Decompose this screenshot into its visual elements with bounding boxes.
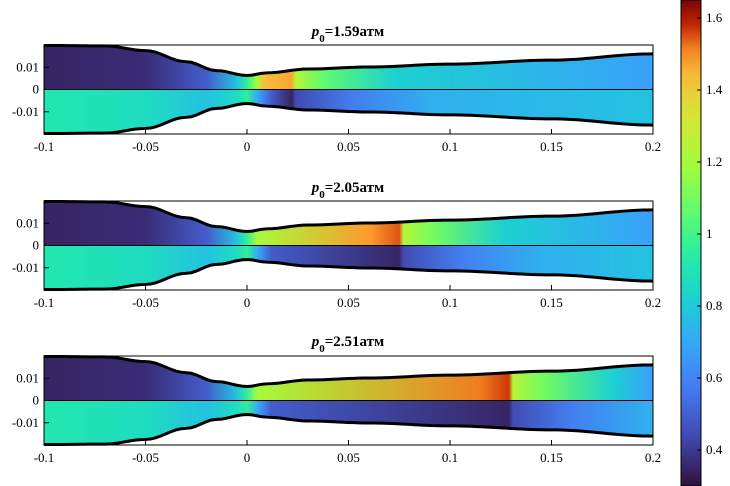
panel-3-title-value: =2.51атм	[325, 334, 385, 350]
panel-3-lower-wall	[43, 413, 654, 447]
colorbar-tick-label: 0.8	[706, 298, 722, 313]
colorbar: 0.4 0.6 0.8 1 1.2 1.4 1.6	[680, 0, 723, 486]
panel-3-y-tick-label: -0.01	[12, 415, 39, 430]
panel-3-x-tick-label: -0.1	[34, 450, 55, 465]
panel-3-x-tick-label: 0.15	[540, 450, 563, 465]
panel-2-y-tick-label: 0.01	[16, 215, 39, 230]
panel-3-x-tick-label: 0.05	[337, 450, 360, 465]
panel-1-title: p0=1.59атм	[310, 24, 385, 45]
panel-1-x-tick-label: 0	[244, 139, 251, 154]
panel-1-lower-wall	[43, 102, 654, 136]
panel-2-upper-wall	[43, 199, 654, 233]
panel-1-x-tick-label: -0.1	[34, 139, 55, 154]
panel-3-lower-field	[44, 400, 653, 445]
panel-3-title: p0=2.51атм	[310, 334, 385, 355]
panel-2-x-tick-label: 0.15	[540, 295, 563, 310]
panel-1-y-tick-label: 0	[33, 82, 40, 97]
panel-2-x-tick-label: 0.1	[442, 295, 458, 310]
panel-1-x-tick-label: 0.05	[337, 139, 360, 154]
panel-1-upper-field	[44, 45, 653, 90]
colorbar-tick-label: 1.6	[706, 10, 723, 25]
panel-2-title-p: p	[310, 180, 320, 196]
colorbar-tick-label: 1.4	[706, 82, 723, 97]
panel-1-y-tick-label: -0.01	[12, 104, 39, 119]
panel-2-x-tick-label: 0	[244, 295, 251, 310]
panel-2-lower-field	[44, 245, 653, 290]
colorbar-tick-label: 1.2	[706, 154, 722, 169]
panel-3-upper-wall	[43, 354, 654, 388]
panel-1-lower-field	[44, 89, 653, 134]
panel-2-lower-wall	[43, 258, 654, 292]
colorbar-scale	[680, 0, 702, 486]
panel-2-title-sub: 0	[319, 189, 325, 201]
panel-3-upper-field	[44, 356, 653, 401]
panel-3-y-tick-label: 0	[33, 393, 40, 408]
panel-2-title-value: =2.05атм	[325, 180, 385, 196]
panel-2-y-tick-label: 0	[33, 238, 40, 253]
panel-3-x-tick-label: 0.2	[645, 450, 661, 465]
panel-3-x-tick-label: 0	[244, 450, 251, 465]
colorbar-tick-label: 0.6	[706, 370, 723, 385]
colorbar-tick-label: 0.4	[706, 442, 723, 457]
panel-2-x-tick-label: -0.1	[34, 295, 55, 310]
panel-1-x-tick-label: -0.05	[132, 139, 159, 154]
panel-1: p0=1.59атм -0.1 -0.05 0 0.05 0.1 0.15 0.20.010…	[12, 24, 661, 154]
panel-3-title-p: p	[310, 334, 320, 350]
panel-1-title-p: p	[310, 24, 320, 40]
panel-1-x-tick-label: 0.2	[645, 139, 661, 154]
panel-1-title-sub: 0	[319, 33, 325, 45]
panel-2-upper-field	[44, 201, 653, 246]
panel-3-x-tick-label: -0.05	[132, 450, 159, 465]
panel-3: p0=2.51атм -0.1 -0.05 0 0.05 0.1 0.15 0.20.010…	[12, 334, 661, 465]
panel-1-x-tick-label: 0.15	[540, 139, 563, 154]
panel-3-y-tick-label: 0.01	[16, 370, 39, 385]
panel-1-x-tick-label: 0.1	[442, 139, 458, 154]
panel-1-upper-wall	[43, 43, 654, 77]
panel-1-title-value: =1.59атм	[325, 24, 385, 40]
panel-2-x-tick-label: 0.2	[645, 295, 661, 310]
panel-2-x-tick-label: 0.05	[337, 295, 360, 310]
panel-2: p0=2.05атм -0.1 -0.05 0 0.05 0.1 0.15 0.20.010…	[12, 180, 661, 310]
panel-2-x-tick-label: -0.05	[132, 295, 159, 310]
panel-1-y-tick-label: 0.01	[16, 59, 39, 74]
panel-3-x-tick-label: 0.1	[442, 450, 458, 465]
panel-3-title-sub: 0	[319, 343, 325, 355]
panel-2-title: p0=2.05атм	[310, 180, 385, 201]
colorbar-tick-label: 1	[706, 226, 713, 241]
panel-2-y-tick-label: -0.01	[12, 260, 39, 275]
